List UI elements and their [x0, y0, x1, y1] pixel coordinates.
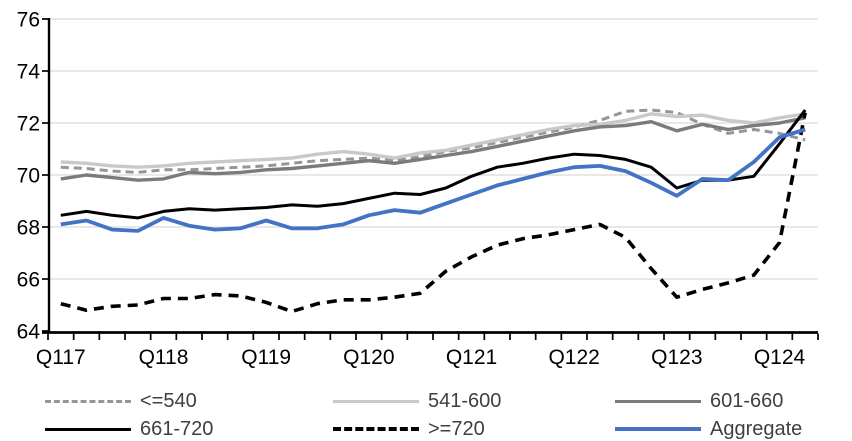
x-tick-label: Q119 — [241, 346, 291, 369]
legend-item-le540: <=540 — [45, 389, 197, 413]
legend-label-541-600: 541-600 — [428, 390, 502, 412]
y-tick-label: 66 — [17, 269, 40, 292]
series-line-541600 — [60, 112, 806, 169]
series-line-540 — [60, 108, 806, 174]
x-tick-label: Q123 — [651, 346, 702, 369]
x-tick-label: Q118 — [139, 346, 189, 369]
x-tick-label: Q121 — [446, 346, 497, 369]
x-tick-label: Q120 — [343, 346, 394, 369]
series-line-601660 — [60, 116, 806, 182]
legend-item-541-600: 541-600 — [333, 389, 501, 413]
legend-item-aggregate: Aggregate — [615, 417, 802, 441]
y-tick-label: 70 — [17, 165, 40, 188]
ge720-line-sample — [333, 427, 419, 431]
legend-label-601-660: 601-660 — [710, 390, 784, 412]
x-tick-label: Q117 — [36, 346, 86, 369]
series-line-661720 — [60, 109, 807, 220]
legend-item-ge720: >=720 — [333, 417, 485, 441]
legend-label-le540: <=540 — [140, 390, 197, 412]
y-tick-label: 64 — [17, 321, 41, 344]
legend-item-601-660: 601-660 — [615, 389, 783, 413]
legend-label-661-720: 661-720 — [140, 418, 214, 440]
le540-line-sample — [45, 399, 131, 403]
601-660-line-sample — [615, 399, 701, 403]
y-tick-label: 74 — [17, 61, 41, 84]
541-600-line-sample — [333, 399, 419, 403]
y-tick-label: 76 — [17, 9, 40, 32]
661-720-line-sample — [45, 427, 131, 431]
series-line-720 — [60, 112, 807, 314]
y-tick-label: 72 — [17, 113, 40, 136]
y-tick-label: 68 — [17, 217, 40, 240]
legend-label-ge720: >=720 — [428, 418, 485, 440]
legend-item-661-720: 661-720 — [45, 417, 213, 441]
series-line-Aggregate — [60, 127, 806, 233]
x-tick-label: Q122 — [548, 346, 599, 369]
legend-label-aggregate: Aggregate — [710, 418, 803, 440]
x-tick-label: Q124 — [754, 346, 806, 369]
aggregate-line-sample — [615, 427, 701, 431]
